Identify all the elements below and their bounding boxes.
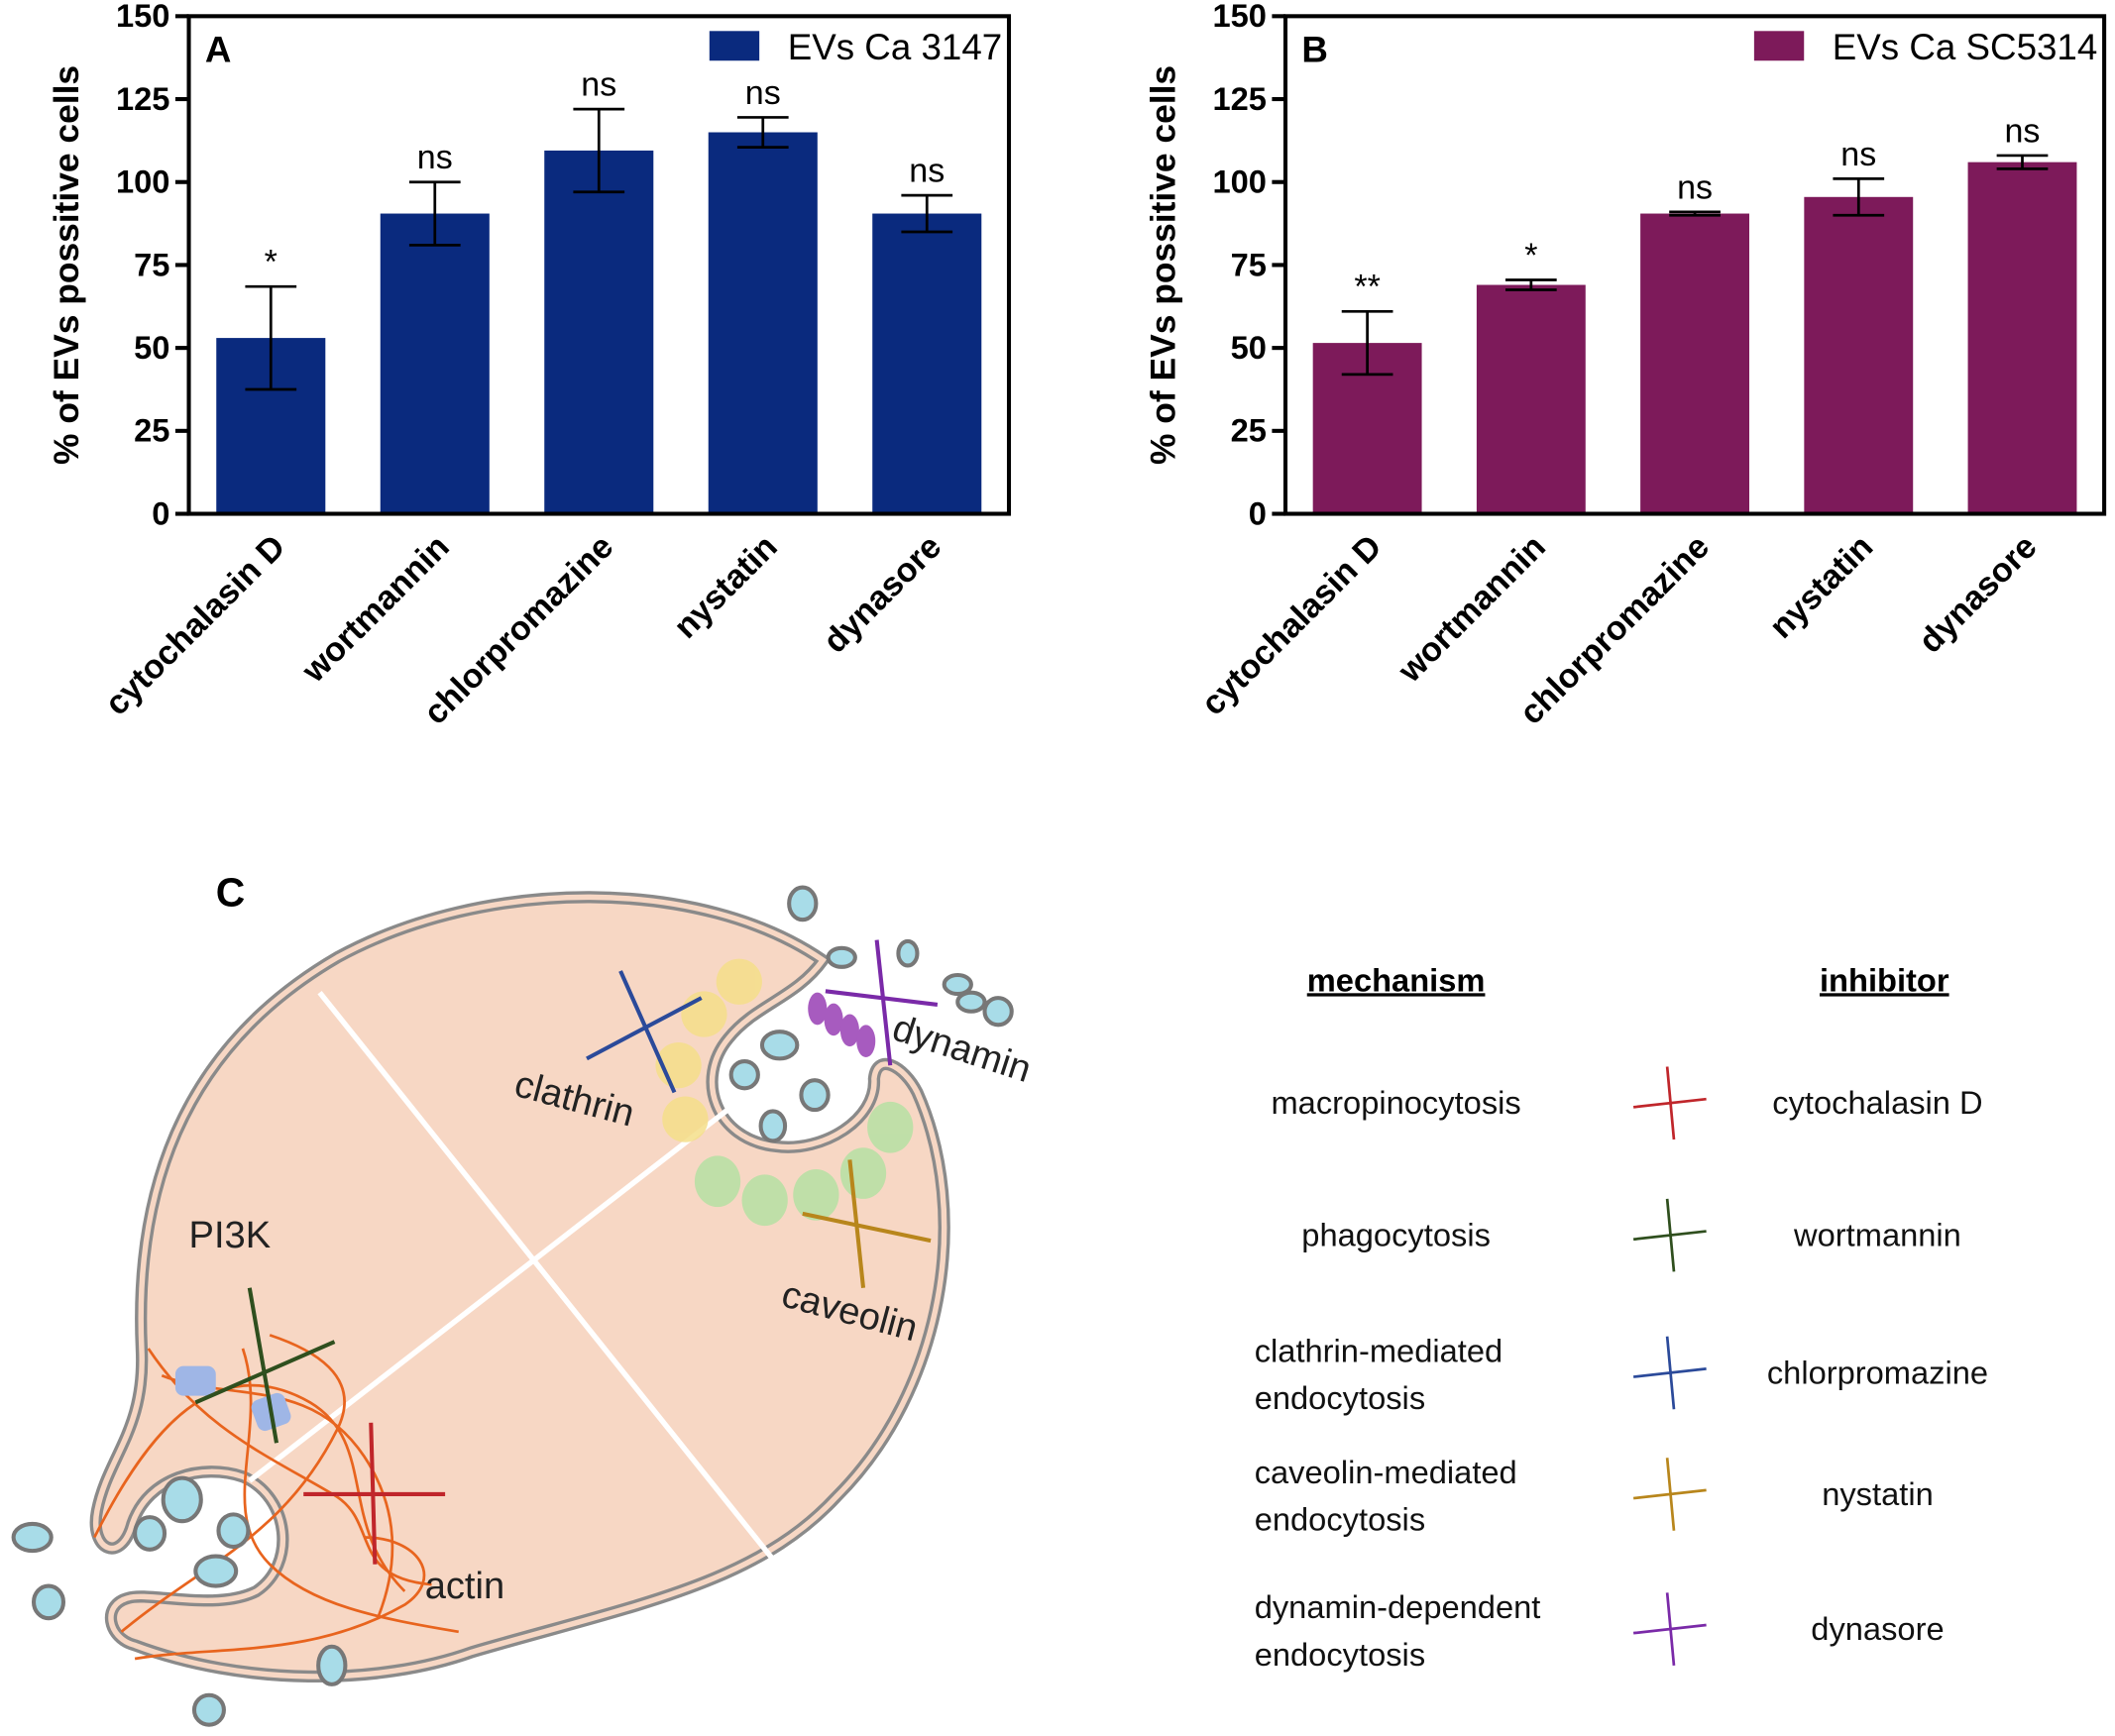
y-tick-label: 100 [1212, 163, 1266, 200]
significance-label: ns [745, 74, 781, 112]
inhibitor-cross [1632, 1198, 1707, 1272]
significance-label: ns [417, 139, 453, 176]
mechanism-label: endocytosis [1255, 1501, 1425, 1538]
bar [1804, 196, 1914, 514]
extracellular-vesicles [11, 885, 1014, 1727]
diagram-label: PI3K [189, 1215, 272, 1256]
significance-label: * [1524, 237, 1537, 274]
significance-label: ns [909, 153, 945, 190]
y-tick-label: 125 [116, 80, 169, 117]
x-tick-label: cytochalasin D [1194, 528, 1390, 723]
x-tick-label: nystatin [1762, 528, 1880, 646]
diagram-label: actin [425, 1566, 504, 1607]
legend-swatch [709, 31, 760, 61]
mechanism-label: phagocytosis [1301, 1217, 1491, 1253]
error-bar [245, 284, 297, 391]
y-tick-label: 125 [1212, 80, 1266, 117]
inhibitor-cross [303, 1422, 446, 1565]
y-tick-label: 25 [134, 412, 169, 449]
inhibitor-cross [194, 1287, 336, 1444]
legend-label: EVs Ca 3147 [788, 27, 1002, 67]
bar [380, 213, 490, 514]
divider [248, 1025, 835, 1483]
legend-header: mechanism [1307, 961, 1486, 998]
inhibitor-cross [1632, 1458, 1707, 1531]
mechanism-label: caveolin-mediated [1255, 1454, 1517, 1490]
panel-label: C [216, 870, 245, 916]
mechanism-label: clathrin-mediated [1255, 1333, 1503, 1369]
error-bar [1504, 278, 1557, 291]
x-tick-label: dynasore [816, 528, 948, 661]
x-tick-label: nystatin [667, 528, 785, 646]
mechanism-label: endocytosis [1255, 1379, 1425, 1416]
y-tick-label: 50 [1231, 329, 1267, 366]
inhibitor-label: wortmannin [1793, 1217, 1961, 1253]
error-bar [1341, 309, 1393, 377]
significance-label: ** [1354, 269, 1380, 306]
y-tick-label: 150 [116, 0, 169, 34]
bar [1640, 213, 1749, 514]
significance-label: ns [2005, 112, 2041, 150]
mechanism-label: endocytosis [1255, 1636, 1425, 1673]
error-bar [1669, 210, 1721, 217]
error-bar [901, 193, 953, 234]
x-tick-label: dynasore [1912, 528, 2045, 661]
y-tick-label: 100 [116, 163, 169, 200]
mechanism-label: dynamin-dependent [1255, 1588, 1541, 1625]
panel-label: A [205, 30, 232, 70]
y-tick-label: 75 [1231, 246, 1267, 282]
inhibitor-cross [1632, 1066, 1707, 1140]
y-tick-label: 150 [1212, 0, 1266, 34]
legend-label: EVs Ca SC5314 [1833, 27, 2097, 67]
y-axis-label: % of EVs possitive cells [1144, 65, 1182, 465]
error-bar [573, 107, 625, 194]
y-axis-label: % of EVs possitive cells [48, 65, 86, 465]
panel-label: B [1301, 30, 1328, 70]
inhibitor-label: chlorpromazine [1767, 1354, 1988, 1390]
legend-swatch [1753, 31, 1805, 61]
dynamin-rings [808, 992, 876, 1058]
inhibitor-cross [1632, 1592, 1707, 1666]
mechanism-legend: mechanism inhibitor macropinocytosis cyto… [1255, 961, 1988, 1672]
bar [872, 213, 982, 514]
bar [708, 132, 818, 514]
bar [1476, 284, 1586, 514]
plot-frame [186, 14, 1012, 516]
bar [544, 150, 654, 514]
significance-label: * [265, 244, 278, 281]
y-tick-label: 0 [1249, 494, 1267, 531]
inhibitor-label: nystatin [1822, 1475, 1934, 1512]
significance-label: ns [581, 65, 616, 103]
cell-membrane-inner [93, 894, 947, 1680]
plot-frame [1282, 14, 2107, 516]
significance-label: ns [1840, 136, 1876, 173]
y-tick-label: 25 [1231, 412, 1267, 449]
cell-diagram: C clathrin dynamin PI3K caveolin actin [11, 870, 1036, 1727]
inhibitor-cross [586, 970, 703, 1094]
y-tick-label: 50 [134, 329, 169, 366]
legend-header: inhibitor [1820, 961, 1949, 998]
error-bar [736, 116, 789, 149]
x-tick-label: wortmannin [294, 528, 457, 691]
error-bar [408, 180, 461, 247]
y-tick-label: 0 [152, 494, 169, 531]
y-tick-label: 75 [134, 246, 169, 282]
x-tick-label: wortmannin [1391, 528, 1553, 691]
significance-label: ns [1677, 168, 1713, 206]
divider [317, 990, 785, 1573]
inhibitor-label: cytochalasin D [1772, 1084, 1982, 1121]
actin-filaments [93, 1334, 459, 1661]
inhibitor-label: dynasore [1811, 1610, 1944, 1647]
mechanism-label: macropinocytosis [1271, 1084, 1520, 1121]
inhibitor-cross [802, 1159, 932, 1288]
error-bar [1996, 154, 2049, 170]
inhibitor-cross [1632, 1336, 1707, 1410]
bar [1967, 162, 2077, 514]
x-tick-label: cytochalasin D [98, 528, 293, 723]
inhibitor-cross [825, 939, 939, 1066]
error-bar [1833, 177, 1885, 217]
